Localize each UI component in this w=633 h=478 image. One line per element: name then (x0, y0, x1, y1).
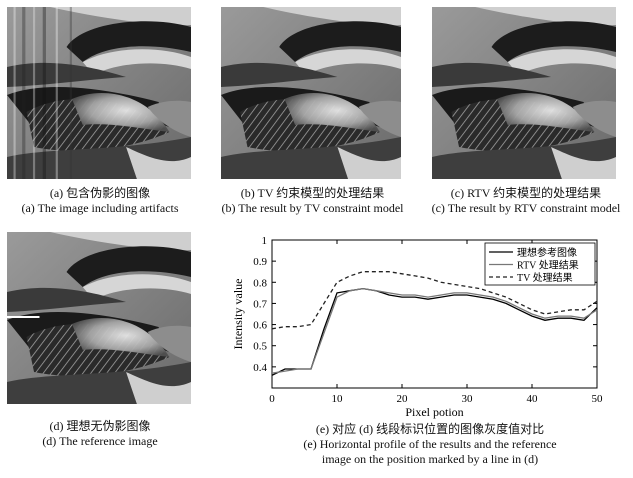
caption-e-en-1: (e) Horizontal profile of the results an… (303, 437, 557, 451)
x-tick-label: 40 (527, 393, 539, 405)
series-line-3 (271, 271, 598, 330)
legend-label-3: TV 处理结果 (517, 271, 573, 284)
panel-d-image (7, 232, 191, 404)
x-tick-label: 20 (397, 393, 409, 405)
x-tick-label: 30 (462, 393, 474, 405)
x-axis-label: Pixel potion (405, 405, 463, 419)
caption-e: (e) 对应 (d) 线段标识位置的图像灰度值对比 (e) Horizontal… (250, 422, 610, 467)
caption-a: (a) 包含伪影的图像 (a) The image including arti… (0, 186, 200, 216)
y-tick-label: 0.5 (253, 341, 267, 353)
caption-d-en: (d) The reference image (42, 434, 158, 448)
y-tick-label: 0.8 (253, 277, 267, 289)
y-tick-label: 0.7 (253, 298, 267, 310)
caption-c: (c) RTV 约束模型的处理结果 (c) The result by RTV … (421, 186, 631, 216)
x-tick-label: 50 (592, 393, 604, 405)
caption-d: (d) 理想无伪影图像 (d) The reference image (0, 419, 200, 449)
caption-a-cn: (a) 包含伪影的图像 (49, 186, 151, 200)
y-axis-label: Intensity value (231, 279, 245, 350)
panel-b-image (221, 7, 401, 179)
panel-c-image (432, 7, 616, 179)
legend-label-1: 理想参考图像 (517, 246, 577, 259)
caption-e-cn: (e) 对应 (d) 线段标识位置的图像灰度值对比 (315, 422, 545, 436)
caption-b-en: (b) The result by TV constraint model (221, 201, 404, 215)
caption-e-en-2: image on the position marked by a line i… (321, 452, 539, 466)
y-tick-label: 0.6 (253, 320, 267, 332)
caption-a-en: (a) The image including artifacts (21, 201, 179, 215)
legend-label-2: RTV 处理结果 (517, 259, 579, 272)
series-line-2 (271, 287, 598, 374)
caption-b-cn: (b) TV 约束模型的处理结果 (240, 186, 385, 200)
caption-c-cn: (c) RTV 约束模型的处理结果 (450, 186, 602, 200)
x-tick-label: 10 (332, 393, 344, 405)
y-tick-label: 0.4 (253, 362, 267, 374)
y-tick-label: 0.9 (253, 256, 267, 268)
y-tick-label: 1 (262, 235, 268, 247)
panel-a-image (7, 7, 191, 179)
series-line-1 (271, 287, 598, 376)
caption-c-en: (c) The result by RTV constraint model (431, 201, 621, 215)
caption-d-cn: (d) 理想无伪影图像 (49, 419, 151, 433)
plot-frame (271, 239, 598, 389)
intensity-profile-chart: 0 10 20 30 40 50 0.4 0.5 0.6 0.7 0.8 0.9 1 Pixel poti… (231, 235, 604, 419)
x-tick-label: 0 (269, 393, 275, 405)
caption-b: (b) TV 约束模型的处理结果 (b) The result by TV co… (210, 186, 415, 216)
